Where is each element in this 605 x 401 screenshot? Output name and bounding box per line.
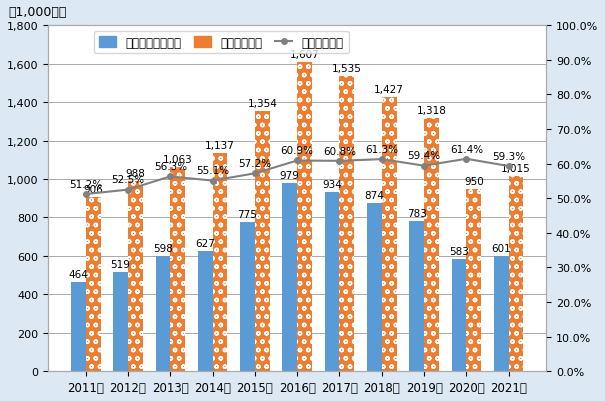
- Text: 934: 934: [322, 179, 342, 189]
- Text: 59.3%: 59.3%: [492, 152, 525, 162]
- Bar: [283, 184, 297, 371]
- Text: 1,427: 1,427: [374, 85, 404, 95]
- Text: （1,000台）: （1,000台）: [8, 6, 67, 19]
- Bar: [409, 221, 424, 371]
- Bar: [339, 77, 355, 371]
- Bar: [255, 111, 270, 371]
- Text: 1,137: 1,137: [205, 140, 235, 150]
- Text: 1,535: 1,535: [332, 64, 362, 74]
- Text: 979: 979: [280, 171, 299, 181]
- Text: 1,063: 1,063: [163, 155, 192, 164]
- Bar: [171, 168, 185, 371]
- Text: 583: 583: [449, 247, 469, 257]
- Bar: [424, 119, 439, 371]
- Text: 60.9%: 60.9%: [281, 146, 313, 156]
- Text: 61.3%: 61.3%: [365, 144, 398, 154]
- Text: 61.4%: 61.4%: [450, 144, 483, 154]
- Text: 1,607: 1,607: [290, 50, 319, 60]
- Bar: [155, 257, 171, 371]
- Text: 1,015: 1,015: [501, 164, 531, 174]
- Text: 1,354: 1,354: [247, 99, 277, 109]
- Text: 950: 950: [464, 176, 483, 186]
- Text: 874: 874: [364, 191, 384, 201]
- Text: 56.3%: 56.3%: [154, 162, 187, 172]
- Text: 519: 519: [111, 259, 131, 269]
- Bar: [113, 272, 128, 371]
- Text: 775: 775: [238, 210, 258, 220]
- Text: 988: 988: [125, 169, 145, 179]
- Text: 598: 598: [153, 244, 173, 254]
- Bar: [494, 256, 509, 371]
- Legend: 自動車ローン利用, 国内販売全体, ローン利用率: 自動車ローン利用, 国内販売全体, ローン利用率: [94, 32, 348, 55]
- Bar: [297, 63, 312, 371]
- Bar: [240, 223, 255, 371]
- Text: 783: 783: [407, 209, 427, 218]
- Text: 51.2%: 51.2%: [69, 179, 102, 189]
- Text: 627: 627: [195, 238, 215, 248]
- Text: 906: 906: [83, 185, 103, 195]
- Text: 59.4%: 59.4%: [408, 151, 440, 161]
- Text: 57.2%: 57.2%: [238, 159, 272, 169]
- Text: 52.5%: 52.5%: [111, 175, 145, 185]
- Bar: [128, 182, 143, 371]
- Bar: [212, 153, 227, 371]
- Text: 60.8%: 60.8%: [323, 146, 356, 156]
- Text: 601: 601: [491, 243, 511, 253]
- Bar: [71, 282, 86, 371]
- Bar: [382, 97, 396, 371]
- Text: 55.1%: 55.1%: [196, 166, 229, 176]
- Bar: [198, 251, 212, 371]
- Bar: [466, 189, 481, 371]
- Text: 464: 464: [68, 269, 88, 279]
- Bar: [325, 192, 339, 371]
- Bar: [509, 177, 523, 371]
- Bar: [367, 204, 382, 371]
- Bar: [451, 259, 466, 371]
- Text: 1,318: 1,318: [416, 106, 446, 115]
- Bar: [86, 198, 100, 371]
